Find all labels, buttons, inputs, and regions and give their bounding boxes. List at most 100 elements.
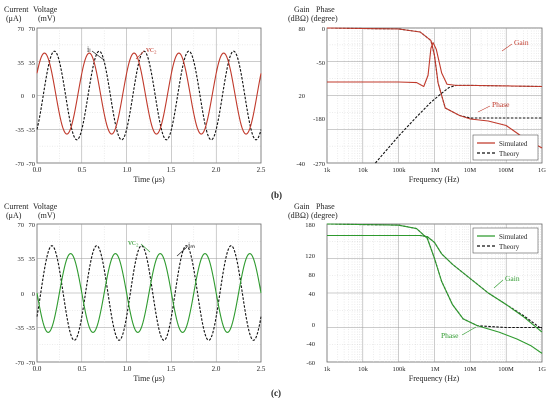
ytick-left: -70 <box>15 161 24 168</box>
panel-label-b: (b) <box>271 190 282 200</box>
series-label-vc2-arrow <box>140 243 151 253</box>
chart-c-bode: Gain (dBΩ) Phase (degree) 180 120 80 40 0 … <box>288 202 546 383</box>
ytick-right: -270 <box>313 161 325 168</box>
chart-c-time: Current (μA) Voltage (mV) 70 35 0 -35 -70 … <box>4 202 266 383</box>
legend-box <box>472 227 539 254</box>
annotation-gain-arrow <box>501 43 513 52</box>
ytick-left: -35 <box>15 127 24 134</box>
ytick-left: 0 <box>21 291 24 298</box>
y-axis-title-left: Current (μA) <box>4 5 29 23</box>
ytick-right: 70 <box>29 26 36 33</box>
series-label-vc2: vᴄ₂ <box>146 45 157 54</box>
x-axis-title: Time (μs) <box>133 175 165 184</box>
legend: Simulated Theory <box>472 134 539 161</box>
xtick: 0.0 <box>33 166 42 174</box>
series-label-im-arrow <box>176 246 188 257</box>
legend: Simulated Theory <box>472 227 539 254</box>
annotation-gain: Gain <box>505 274 520 283</box>
ytick-right: -70 <box>26 161 35 168</box>
legend-label: Simulated <box>499 140 528 148</box>
series-line-1 <box>36 52 262 135</box>
xtick: 100M <box>498 366 514 373</box>
ytick: 180 <box>305 222 315 229</box>
series-label-im: iₘ <box>188 241 195 250</box>
legend-box <box>472 134 539 161</box>
legend-label: Theory <box>499 150 520 158</box>
ytick-left: -40 <box>296 161 305 168</box>
ytick-left: 35 <box>18 60 25 67</box>
annotation-phase-arrow <box>477 105 491 113</box>
traces <box>326 223 543 354</box>
xtick: 100M <box>498 167 514 174</box>
panel-label-c: (c) <box>271 388 281 398</box>
annotation-gain: Gain <box>514 38 529 47</box>
ytick: -40 <box>306 341 315 348</box>
xtick: 0.5 <box>78 166 87 174</box>
series-line-0 <box>36 245 262 341</box>
trace-phase-simulated <box>326 27 543 149</box>
x-axis-title: Frequency (Hz) <box>409 374 460 383</box>
xtick: 10M <box>464 366 477 373</box>
xtick: 1G <box>538 167 546 174</box>
annotation-gain-arrow <box>493 279 504 289</box>
xtick: 1.0 <box>123 166 132 174</box>
traces <box>326 27 543 164</box>
xtick: 1k <box>324 167 331 174</box>
xtick: 1.0 <box>123 365 132 373</box>
xtick: 0.0 <box>33 365 42 373</box>
xtick: 1k <box>324 366 331 373</box>
xtick: 2.0 <box>212 365 221 373</box>
series-label-il: iₗ <box>87 45 91 54</box>
y-axis-title-left: Gain (dBΩ) <box>288 5 310 23</box>
chart-b-bode: Gain (dBΩ) Phase (degree) 80 20 -40 0 -50 … <box>288 5 546 184</box>
y-axis-title-left: Current (μA) <box>4 202 29 220</box>
ytick-left: 70 <box>18 222 25 229</box>
series-label-vc2: vᴄ₂ <box>128 238 139 247</box>
xtick: 1M <box>430 167 439 174</box>
x-axis-title: Time (μs) <box>133 374 165 383</box>
y-axis-title-left: Gain (dBΩ) <box>288 202 310 220</box>
trace-gain-simulated <box>327 42 543 88</box>
xtick: 1.5 <box>167 166 176 174</box>
ytick-right: 0 <box>32 93 35 100</box>
ytick-right: 35 <box>29 60 36 67</box>
y-axis-title-right: Phase (degree) <box>311 5 338 23</box>
ytick: 40 <box>309 291 316 298</box>
y-axis-title-right: Voltage (mV) <box>33 5 58 23</box>
ytick: -60 <box>306 360 315 367</box>
ytick-right: 0 <box>322 26 325 33</box>
legend-label: Simulated <box>499 233 528 241</box>
ytick-right: -50 <box>316 60 325 67</box>
ytick-left: 0 <box>21 93 24 100</box>
ytick-right: 70 <box>29 222 36 229</box>
grid <box>37 28 261 163</box>
xtick: 10k <box>358 366 369 373</box>
ytick-left: -35 <box>15 325 24 332</box>
xtick: 10k <box>358 167 369 174</box>
traces <box>36 50 262 141</box>
ytick-right: -180 <box>313 116 325 123</box>
xtick: 2.5 <box>257 166 266 174</box>
x-axis-title: Frequency (Hz) <box>409 175 460 184</box>
xtick: 1M <box>430 366 439 373</box>
traces <box>36 245 262 341</box>
xtick: 100k <box>393 167 407 174</box>
ytick: 0 <box>312 322 315 329</box>
xtick: 10M <box>464 167 477 174</box>
ytick: 80 <box>309 272 316 279</box>
ytick: 120 <box>305 253 315 260</box>
annotation-phase: Phase <box>492 100 510 109</box>
ytick-left: 80 <box>299 26 306 33</box>
series-line-1 <box>36 252 262 334</box>
ytick-left: 20 <box>299 93 306 100</box>
xtick: 1G <box>538 366 546 373</box>
ytick-left: 70 <box>18 26 25 33</box>
xtick: 1.5 <box>167 365 176 373</box>
series-line-0 <box>36 50 262 141</box>
xtick: 100k <box>393 366 407 373</box>
y-axis-title-right: Voltage (mV) <box>33 202 58 220</box>
y-axis-title-right: Phase (degree) <box>311 202 338 220</box>
series-label-vc2-arrow <box>135 50 145 60</box>
legend-label: Theory <box>499 243 520 251</box>
